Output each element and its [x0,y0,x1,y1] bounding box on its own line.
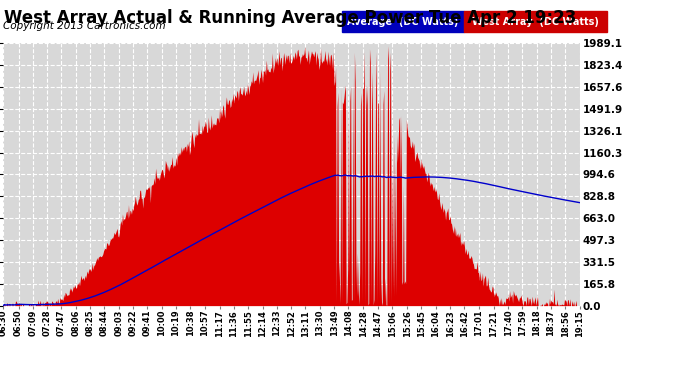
Text: West Array  (DC Watts): West Array (DC Watts) [472,16,599,27]
FancyBboxPatch shape [342,11,464,32]
Text: West Array Actual & Running Average Power Tue Apr 2 19:23: West Array Actual & Running Average Powe… [3,9,576,27]
Text: Average  (DC Watts): Average (DC Watts) [347,16,458,27]
Text: Copyright 2013 Cartronics.com: Copyright 2013 Cartronics.com [3,21,166,31]
FancyBboxPatch shape [464,11,607,32]
